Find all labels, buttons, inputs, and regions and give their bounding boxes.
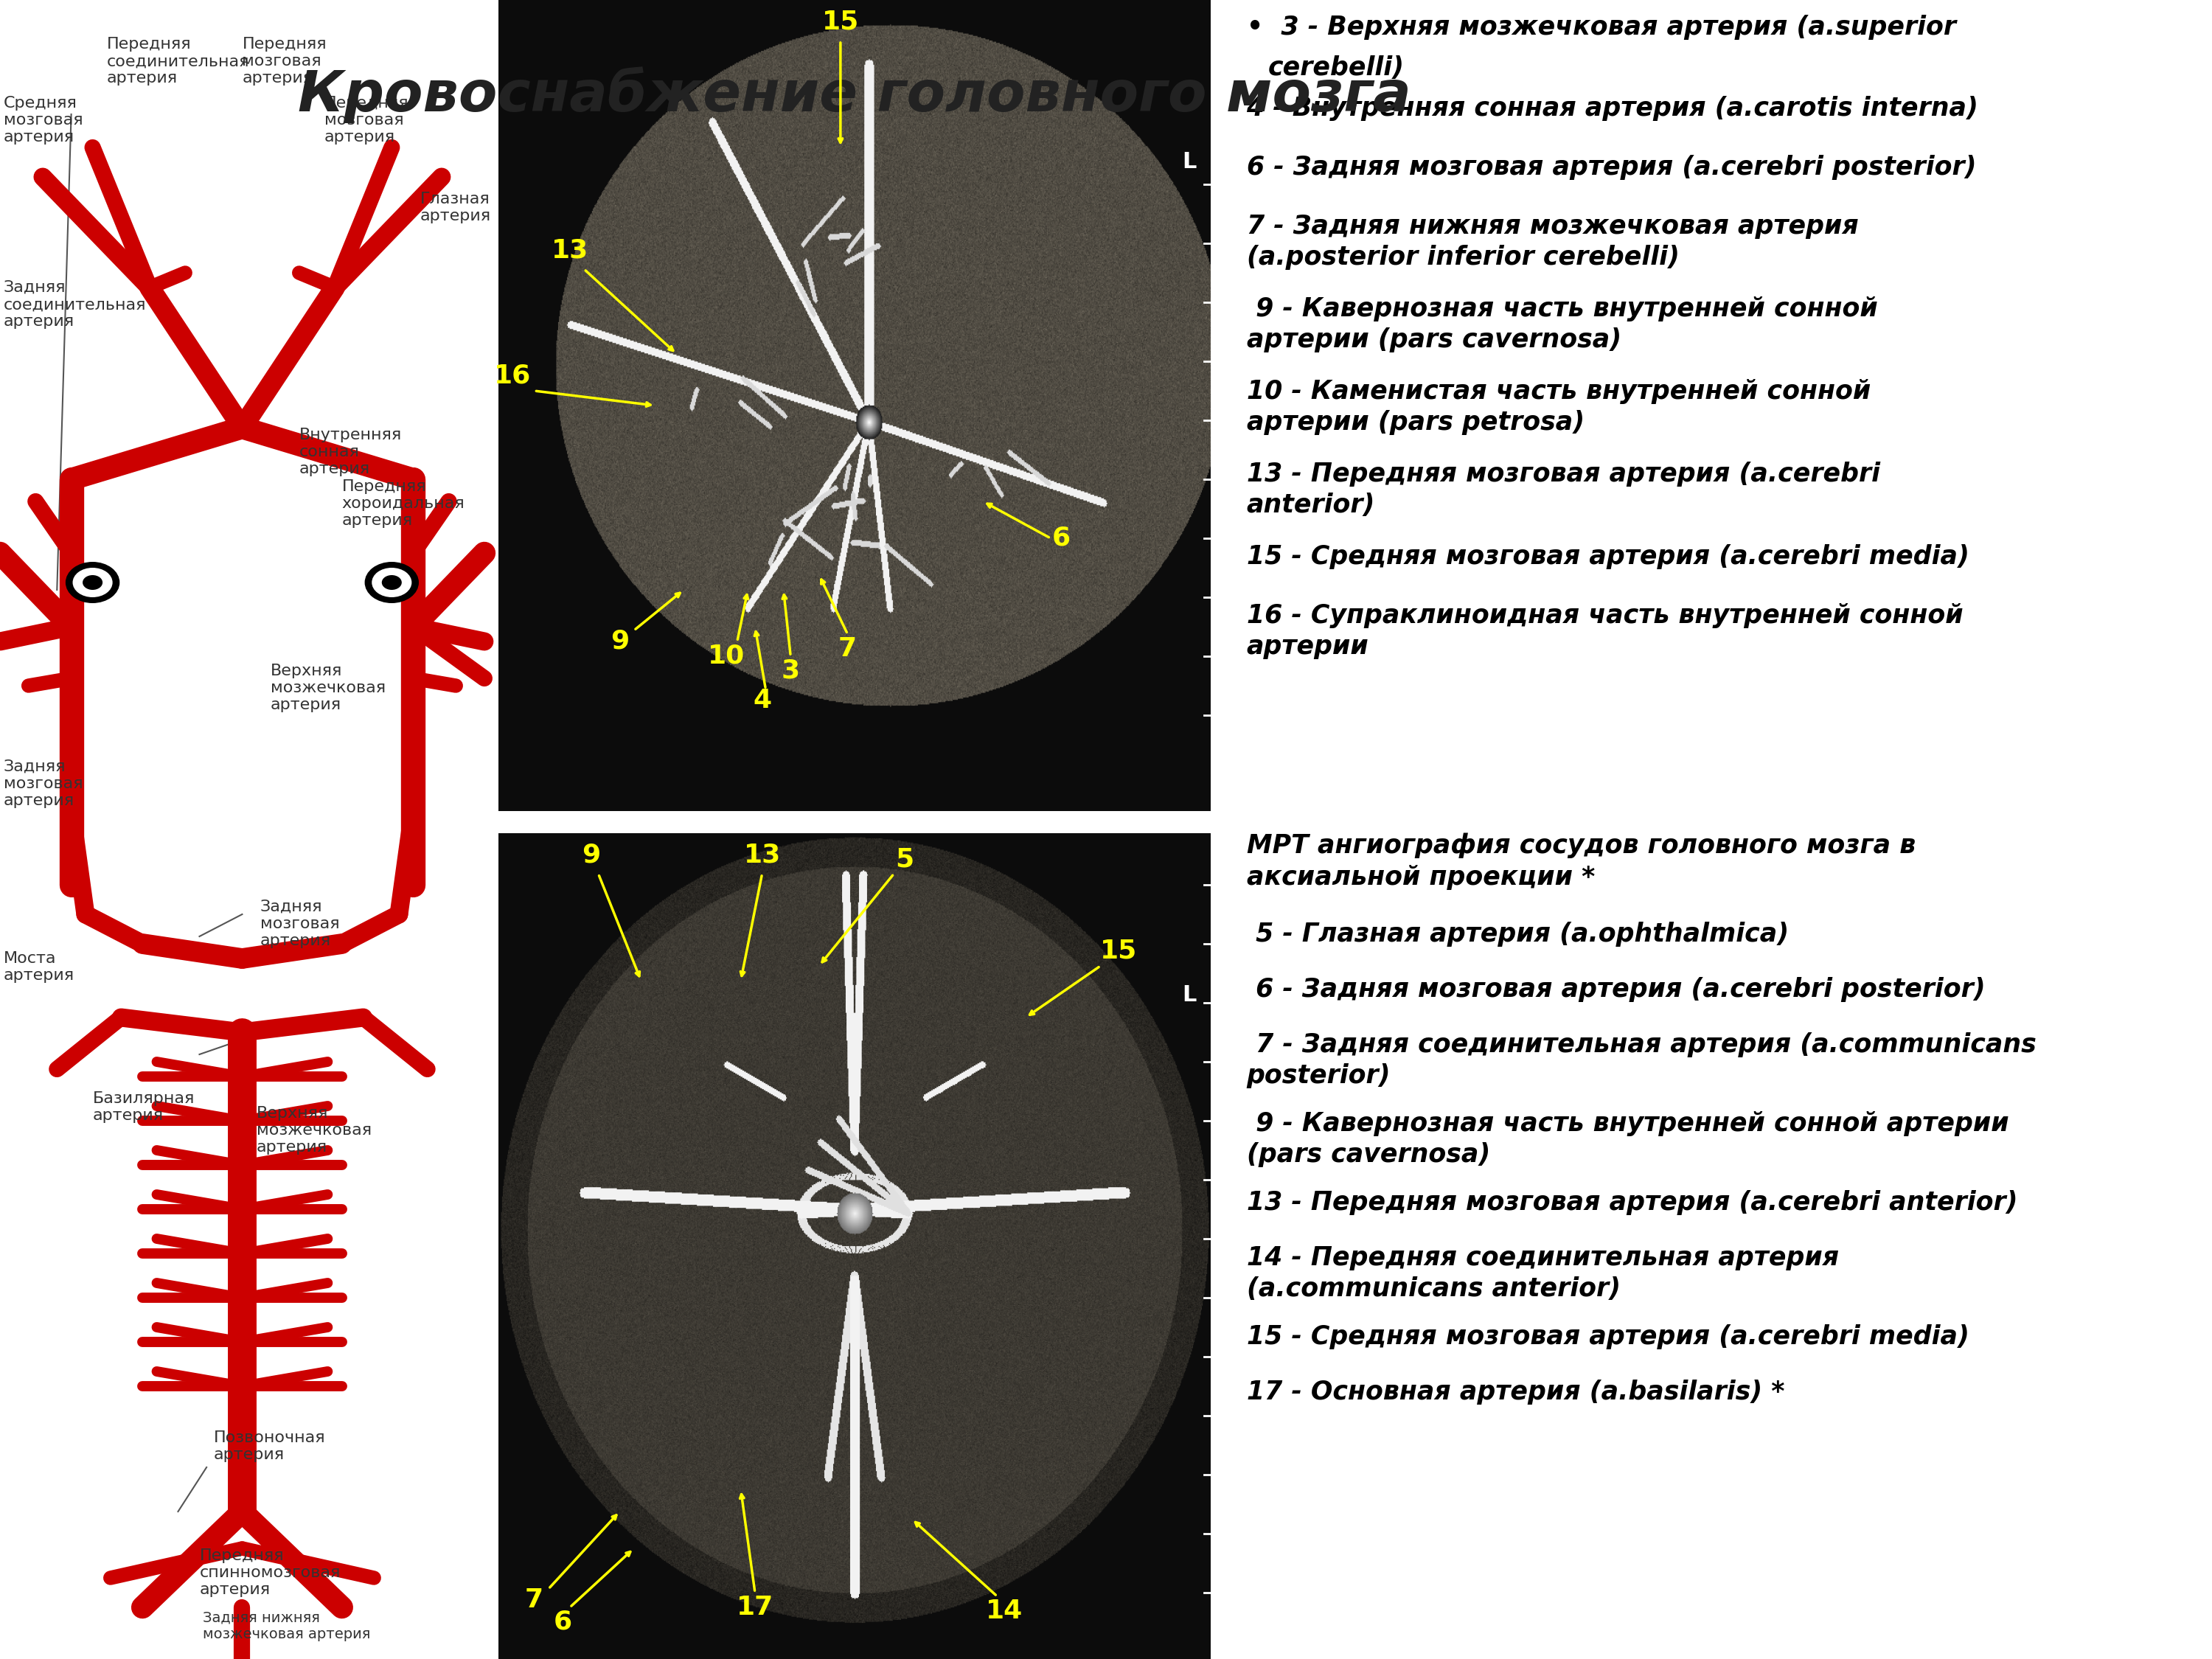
Text: 9: 9 [611,629,628,654]
Text: 6: 6 [553,1609,573,1634]
Text: 9 - Кавернозная часть внутренней сонной
артерии (pars cavernosa): 9 - Кавернозная часть внутренней сонной … [1248,297,1878,352]
Text: 10 - Каменистая часть внутренней сонной
артерии (pars petrosa): 10 - Каменистая часть внутренней сонной … [1248,378,1871,435]
Text: Задняя
соединительная
артерия: Задняя соединительная артерия [4,280,146,328]
Text: •  3 - Верхняя мозжечковая артерия (a.superior: • 3 - Верхняя мозжечковая артерия (a.sup… [1248,15,1955,40]
Text: 16: 16 [493,363,531,388]
Text: 15: 15 [1099,939,1137,964]
Text: 17 - Основная артерия (a.basilaris) *: 17 - Основная артерия (a.basilaris) * [1248,1380,1785,1405]
Text: Верхняя
мозжечковая
артерия: Верхняя мозжечковая артерия [270,664,385,713]
Text: 13 - Передняя мозговая артерия (a.cerebri anterior): 13 - Передняя мозговая артерия (a.cerebr… [1248,1190,2017,1214]
Text: Передняя
спинномозговая
артерия: Передняя спинномозговая артерия [199,1548,341,1598]
Text: 10: 10 [708,644,745,669]
Text: 9 - Кавернозная часть внутренней сонной артерии
(pars cavernosa): 9 - Кавернозная часть внутренней сонной … [1248,1112,2008,1168]
Ellipse shape [383,576,403,591]
Text: L: L [1183,151,1197,173]
Text: L: L [1183,985,1197,1005]
Text: 9: 9 [582,843,599,868]
Text: 15 - Средняя мозговая артерия (a.cerebri media): 15 - Средняя мозговая артерия (a.cerebri… [1248,1324,1969,1349]
Ellipse shape [82,576,102,591]
Text: 17: 17 [737,1594,774,1619]
Text: 15: 15 [823,10,858,35]
Text: Кровоснабжение головного мозга: Кровоснабжение головного мозга [299,66,1411,123]
Ellipse shape [372,567,411,597]
Ellipse shape [66,562,119,604]
Ellipse shape [73,567,113,597]
Text: 13: 13 [743,843,781,868]
Text: Средняя
мозговая
артерия: Средняя мозговая артерия [4,96,82,144]
Text: 13 - Передняя мозговая артерия (a.cerebri
anterior): 13 - Передняя мозговая артерия (a.cerebr… [1248,461,1880,518]
Text: 7 - Задняя нижняя мозжечковая артерия
(a.posterior inferior cerebelli): 7 - Задняя нижняя мозжечковая артерия (a… [1248,214,1858,270]
Text: 6: 6 [1053,526,1071,551]
Text: 7: 7 [524,1588,544,1613]
Text: 5 - Глазная артерия (a.ophthalmica): 5 - Глазная артерия (a.ophthalmica) [1248,922,1790,947]
Text: 14 - Передняя соединительная артерия
(a.communicans anterior): 14 - Передняя соединительная артерия (a.… [1248,1246,1838,1301]
Text: МРТ ангиография сосудов головного мозга в
аксиальной проекции *: МРТ ангиография сосудов головного мозга … [1248,833,1916,889]
Text: 6 - Задняя мозговая артерия (a.cerebri posterior): 6 - Задняя мозговая артерия (a.cerebri p… [1248,977,1984,1002]
Text: 14: 14 [987,1599,1022,1624]
Text: Задняя
мозговая
артерия: Задняя мозговая артерия [261,899,338,949]
Text: 6 - Задняя мозговая артерия (a.cerebri posterior): 6 - Задняя мозговая артерия (a.cerebri p… [1248,154,1975,179]
Text: 15 - Средняя мозговая артерия (a.cerebri media): 15 - Средняя мозговая артерия (a.cerebri… [1248,544,1969,569]
Text: Моста
артерия: Моста артерия [4,951,75,984]
Text: Позвоночная
артерия: Позвоночная артерия [215,1430,325,1462]
Text: 4 - Внутренняя сонная артерия (a.carotis interna): 4 - Внутренняя сонная артерия (a.carotis… [1248,96,1978,121]
Text: Базилярная
артерия: Базилярная артерия [93,1092,195,1123]
Text: 7 - Задняя соединительная артерия (a.communicans
posterior): 7 - Задняя соединительная артерия (a.com… [1248,1032,2035,1088]
Text: Передняя
хороидальная
артерия: Передняя хороидальная артерия [343,479,465,528]
Text: 3: 3 [781,659,801,684]
Text: 13: 13 [551,239,588,264]
Text: Верхняя
мозжечковая
артерия: Верхняя мозжечковая артерия [257,1107,372,1155]
Text: 5: 5 [896,846,914,871]
Text: 4: 4 [752,688,772,713]
Text: 7: 7 [838,637,856,662]
Ellipse shape [365,562,418,604]
Text: Задняя
мозговая
артерия: Задняя мозговая артерия [4,760,82,808]
Text: Задняя нижняя
мозжечковая артерия: Задняя нижняя мозжечковая артерия [204,1611,372,1641]
Text: Глазная
артерия: Глазная артерия [420,192,491,224]
Text: Передняя
соединительная
артерия: Передняя соединительная артерия [106,36,250,86]
Text: Передняя
мозговая
артерия: Передняя мозговая артерия [241,36,327,86]
Text: cerebelli): cerebelli) [1267,55,1405,80]
Text: Передняя
мозговая
артерия: Передняя мозговая артерия [325,96,409,144]
Text: Внутренняя
сонная
артерия: Внутренняя сонная артерия [299,428,403,476]
Text: 16 - Супраклиноидная часть внутренней сонной
артерии: 16 - Супраклиноидная часть внутренней со… [1248,604,1962,659]
